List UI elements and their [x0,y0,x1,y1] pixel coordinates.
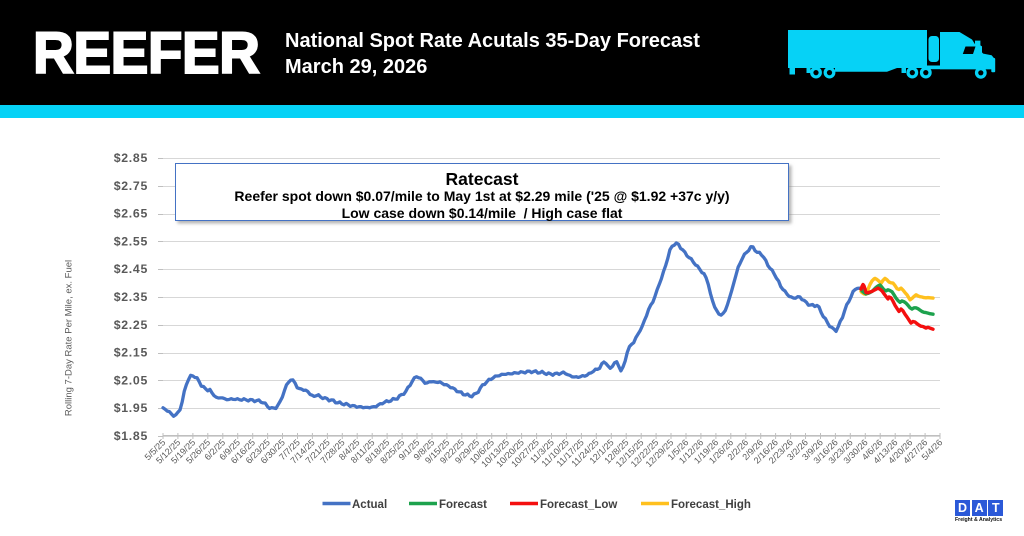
svg-text:Forecast_Low: Forecast_Low [540,499,617,511]
svg-text:$2.85: $2.85 [114,151,148,165]
svg-text:$1.95: $1.95 [114,401,148,415]
svg-text:$2.25: $2.25 [114,318,148,332]
svg-text:$2.15: $2.15 [114,346,148,360]
svg-text:Forecast: Forecast [439,499,487,511]
svg-text:$2.05: $2.05 [114,373,148,387]
svg-text:Actual: Actual [352,499,387,511]
svg-text:$2.55: $2.55 [114,234,148,248]
svg-text:$2.65: $2.65 [114,207,148,221]
svg-text:Rolling 7-Day Rate Per Mile, e: Rolling 7-Day Rate Per Mile, ex. Fuel [64,260,75,416]
svg-text:$2.45: $2.45 [114,262,148,276]
svg-text:$1.85: $1.85 [114,429,148,443]
svg-text:Forecast_High: Forecast_High [671,499,751,511]
svg-text:$2.35: $2.35 [114,290,148,304]
svg-text:$2.75: $2.75 [114,179,148,193]
